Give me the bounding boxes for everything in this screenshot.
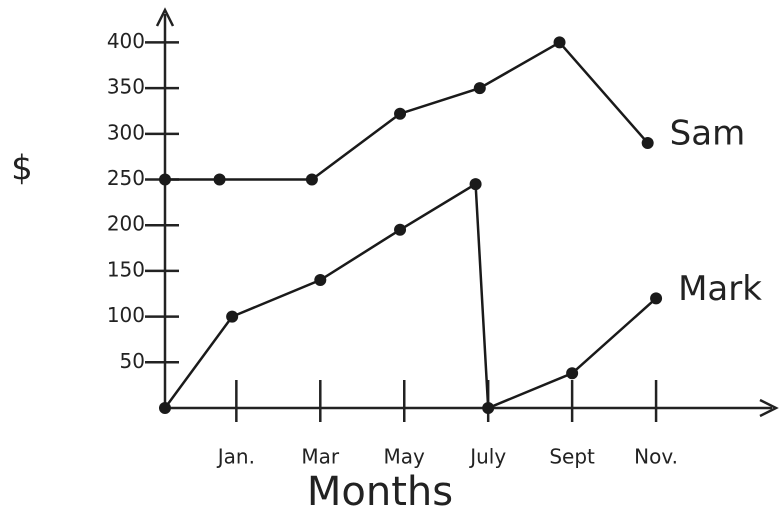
data-point bbox=[159, 402, 171, 414]
data-point bbox=[553, 36, 566, 49]
data-point bbox=[213, 173, 226, 186]
x-tick-label: Nov. bbox=[634, 445, 678, 469]
y-tick-label: 350 bbox=[107, 75, 145, 99]
data-point bbox=[650, 292, 663, 305]
data-point bbox=[314, 274, 327, 287]
x-tick-label: Mar bbox=[301, 445, 340, 469]
data-point bbox=[226, 310, 239, 323]
x-axis-label: Months bbox=[307, 469, 453, 515]
y-tick-label: 400 bbox=[107, 29, 145, 53]
series-line bbox=[163, 181, 657, 410]
x-arrow bbox=[759, 398, 779, 418]
data-point bbox=[305, 173, 318, 186]
data-point bbox=[482, 402, 495, 414]
series-line bbox=[165, 40, 649, 181]
x-tick-label: Sept bbox=[549, 445, 595, 469]
x-tick-label: Jan. bbox=[216, 445, 255, 469]
data-point bbox=[159, 173, 171, 186]
x-tick-label: July bbox=[468, 445, 506, 469]
data-point bbox=[566, 367, 579, 380]
y-tick-label: 150 bbox=[107, 257, 145, 281]
y-tick-label: 300 bbox=[107, 120, 145, 144]
x-tick-label: May bbox=[384, 445, 426, 469]
data-point bbox=[394, 107, 407, 120]
data-point bbox=[469, 178, 482, 191]
data-point bbox=[473, 82, 486, 95]
y-tick-label: 100 bbox=[107, 303, 145, 327]
y-arrow bbox=[155, 7, 175, 27]
y-tick-label: 50 bbox=[120, 349, 145, 373]
series-label: Mark bbox=[678, 269, 762, 309]
data-point bbox=[394, 223, 407, 236]
y-tick-label: 250 bbox=[107, 166, 145, 190]
y-tick-label: 200 bbox=[107, 212, 145, 236]
series-label: Sam bbox=[670, 113, 746, 153]
y-axis-label: $ bbox=[11, 149, 33, 189]
data-point bbox=[641, 136, 654, 149]
